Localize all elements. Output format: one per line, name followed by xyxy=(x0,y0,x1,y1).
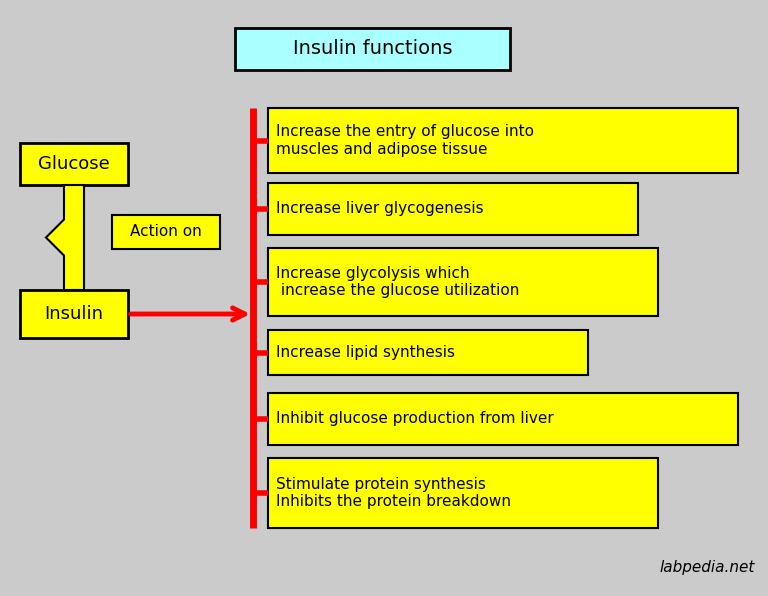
FancyBboxPatch shape xyxy=(235,28,510,70)
Text: Increase glycolysis which
 increase the glucose utilization: Increase glycolysis which increase the g… xyxy=(276,266,519,298)
Text: Increase the entry of glucose into
muscles and adipose tissue: Increase the entry of glucose into muscl… xyxy=(276,125,534,157)
FancyBboxPatch shape xyxy=(268,248,658,316)
Text: Glucose: Glucose xyxy=(38,155,110,173)
Text: Increase liver glycogenesis: Increase liver glycogenesis xyxy=(276,201,484,216)
FancyBboxPatch shape xyxy=(268,330,588,375)
FancyBboxPatch shape xyxy=(268,183,638,235)
FancyBboxPatch shape xyxy=(268,108,738,173)
Polygon shape xyxy=(46,185,84,290)
Text: Inhibit glucose production from liver: Inhibit glucose production from liver xyxy=(276,411,554,427)
Text: Increase lipid synthesis: Increase lipid synthesis xyxy=(276,345,455,360)
FancyBboxPatch shape xyxy=(20,143,128,185)
FancyBboxPatch shape xyxy=(268,458,658,528)
Text: Action on: Action on xyxy=(130,225,202,240)
Text: Insulin functions: Insulin functions xyxy=(293,39,452,58)
FancyBboxPatch shape xyxy=(112,215,220,249)
Text: Insulin: Insulin xyxy=(45,305,104,323)
FancyBboxPatch shape xyxy=(268,393,738,445)
Text: Stimulate protein synthesis
Inhibits the protein breakdown: Stimulate protein synthesis Inhibits the… xyxy=(276,477,511,509)
Text: labpedia.net: labpedia.net xyxy=(660,560,755,575)
FancyBboxPatch shape xyxy=(20,290,128,338)
